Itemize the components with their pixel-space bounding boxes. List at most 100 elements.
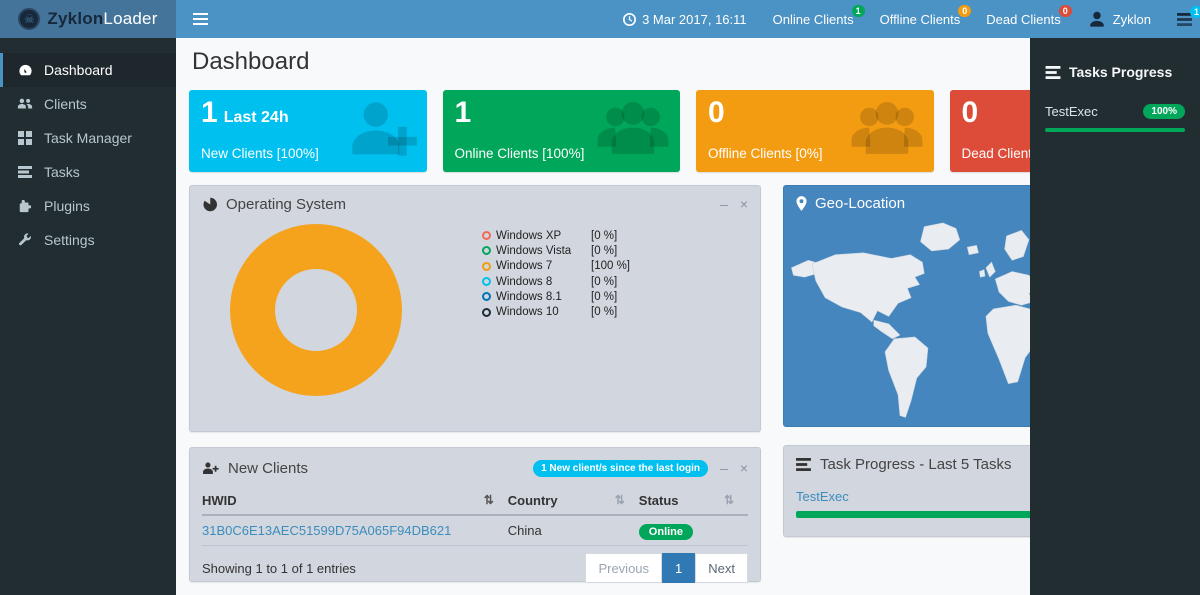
new-clients-table: HWID ⇅ Country ⇅ Status ⇅ 31B0C6E13AEC51599… <box>202 488 748 546</box>
stat-number: 0 <box>708 96 725 129</box>
wrench-icon <box>17 233 33 247</box>
legend-dot-icon <box>482 261 491 271</box>
close-icon[interactable]: × <box>739 196 748 212</box>
stat-suffix: Last 24h <box>223 109 289 126</box>
table-row: 31B0C6E13AEC51599D75A065F94DB621 China O… <box>202 515 748 546</box>
page-title: Dashboard <box>192 48 310 75</box>
task-name: TestExec <box>1045 104 1098 119</box>
online-clients-label: Online Clients <box>772 11 854 27</box>
control-sidebar-title-row: Tasks Progress <box>1045 64 1185 80</box>
os-chart-legend: Windows XP [0 %] Windows Vista [0 %] Windo… <box>482 228 630 431</box>
task-progress-body: TestExec <box>784 482 1186 518</box>
col-header-status[interactable]: Status ⇅ <box>638 488 748 516</box>
sidebar-label-task-manager: Task Manager <box>44 130 132 146</box>
next-page-button[interactable]: Next <box>695 553 748 583</box>
sort-icon[interactable]: ⇅ <box>614 493 625 507</box>
legend-item: Windows Vista [0 %] <box>482 243 630 258</box>
user-name: Zyklon <box>1112 11 1151 27</box>
col-header-country[interactable]: Country ⇅ <box>507 488 639 516</box>
stat-number: 1 <box>454 96 472 129</box>
sidebar-item-clients[interactable]: Clients <box>0 87 176 121</box>
previous-page-button[interactable]: Previous <box>585 553 663 583</box>
page-1-button[interactable]: 1 <box>662 553 696 583</box>
tasks-icon <box>1177 12 1192 26</box>
datetime-text: 3 Mar 2017, 16:11 <box>642 11 747 27</box>
stat-box-online-clients[interactable]: 1 Online Clients [100%] <box>442 90 680 172</box>
tasks-toggle-badge: 1 <box>1189 5 1200 18</box>
datetime-display: 3 Mar 2017, 16:11 <box>623 12 747 27</box>
brand-bold: Zyklon <box>47 9 104 28</box>
hwid-link[interactable]: 31B0C6E13AEC51599D75A065F94DB621 <box>202 523 452 538</box>
legend-item: Windows 10 [0 %] <box>482 304 630 319</box>
top-navbar: ☠ ZyklonLoader 3 Mar 2017, 16:11 Online … <box>0 0 1200 38</box>
nav-user-menu[interactable]: Zyklon <box>1087 9 1151 29</box>
collapse-icon[interactable]: – <box>720 460 728 476</box>
sidebar-item-settings[interactable]: Settings <box>0 223 176 257</box>
user-icon <box>1087 9 1107 29</box>
sidebar-item-plugins[interactable]: Plugins <box>0 189 176 223</box>
task-progress-header: Task Progress - Last 5 Tasks <box>784 446 1186 482</box>
stat-label: New Clients [100%] <box>201 146 319 161</box>
zyklon-logo-icon: ☠ <box>18 8 41 30</box>
stat-box-offline-clients[interactable]: 0 Offline Clients [0%] <box>696 90 934 172</box>
brand-logo[interactable]: ☠ ZyklonLoader <box>0 0 176 38</box>
pie-chart-icon <box>202 197 217 212</box>
sort-icon[interactable]: ⇅ <box>723 493 734 507</box>
legend-item: Windows 8.1 [0 %] <box>482 289 630 304</box>
brand-text: ZyklonLoader <box>47 9 157 29</box>
nav-tasks-toggle[interactable]: 1 <box>1177 5 1200 26</box>
users-group-icon <box>848 96 926 162</box>
offline-clients-badge: 0 <box>958 4 972 17</box>
collapse-icon[interactable]: – <box>720 196 728 212</box>
task-progress-bar <box>1045 128 1185 132</box>
sidebar-label-tasks: Tasks <box>44 164 80 180</box>
sidebar-label-settings: Settings <box>44 232 95 248</box>
country-cell: China <box>507 515 639 546</box>
os-chart-body: Windows XP [0 %] Windows Vista [0 %] Windo… <box>190 222 760 431</box>
new-clients-panel: New Clients 1 New client/s since the las… <box>189 447 761 583</box>
sidebar-item-task-manager[interactable]: Task Manager <box>0 121 176 155</box>
sidebar-label-clients: Clients <box>44 96 87 112</box>
main-content: Dashboard 1 Last 24h New Clients [100%] 1… <box>176 38 1200 595</box>
stat-number: 0 <box>961 96 979 129</box>
users-icon <box>17 97 33 111</box>
tasks-icon <box>796 457 811 471</box>
legend-dot-icon <box>482 246 491 256</box>
sort-icon[interactable]: ⇅ <box>483 493 494 507</box>
stat-label: Offline Clients [0%] <box>708 146 823 161</box>
nav-dead-clients[interactable]: Dead Clients 0 <box>986 4 1072 27</box>
legend-item: Windows XP [0 %] <box>482 228 630 243</box>
sidebar-item-tasks[interactable]: Tasks <box>0 155 176 189</box>
os-donut-chart <box>230 224 402 431</box>
stat-label: Online Clients [100%] <box>454 146 585 161</box>
close-icon[interactable]: × <box>739 460 748 476</box>
left-column: Operating System – × Win <box>189 185 761 583</box>
legend-item: Windows 8 [0 %] <box>482 274 630 289</box>
table-footer: Showing 1 to 1 of 1 entries Previous 1 N… <box>202 553 748 583</box>
map-marker-icon <box>796 195 807 211</box>
tasks-icon <box>1045 65 1061 79</box>
os-panel-title: Operating System <box>226 195 347 213</box>
nav-offline-clients[interactable]: Offline Clients 0 <box>880 4 972 27</box>
brand-light: Loader <box>103 9 158 28</box>
sidebar-label-plugins: Plugins <box>44 198 90 214</box>
stat-box-new-clients[interactable]: 1 Last 24h New Clients [100%] <box>189 90 427 172</box>
stat-number: 1 <box>201 96 218 129</box>
task-percent-badge: 100% <box>1143 104 1185 119</box>
clock-icon <box>623 12 637 26</box>
dead-clients-badge: 0 <box>1058 4 1072 17</box>
puzzle-icon <box>17 199 33 213</box>
legend-dot-icon <box>482 292 491 302</box>
online-clients-badge: 1 <box>851 4 865 17</box>
nav-online-clients[interactable]: Online Clients 1 <box>772 4 865 27</box>
grid-icon <box>17 131 33 145</box>
task-link[interactable]: TestExec <box>796 489 849 504</box>
entries-summary: Showing 1 to 1 of 1 entries <box>202 560 356 576</box>
sidebar-item-dashboard[interactable]: Dashboard <box>0 53 176 87</box>
legend-dot-icon <box>482 231 491 241</box>
control-sidebar-title: Tasks Progress <box>1069 64 1173 80</box>
sidebar-toggle-button[interactable] <box>184 0 216 38</box>
new-clients-header: New Clients 1 New client/s since the las… <box>190 448 760 488</box>
col-header-hwid[interactable]: HWID ⇅ <box>202 488 508 516</box>
geo-panel-title: Geo-Location <box>815 194 906 212</box>
